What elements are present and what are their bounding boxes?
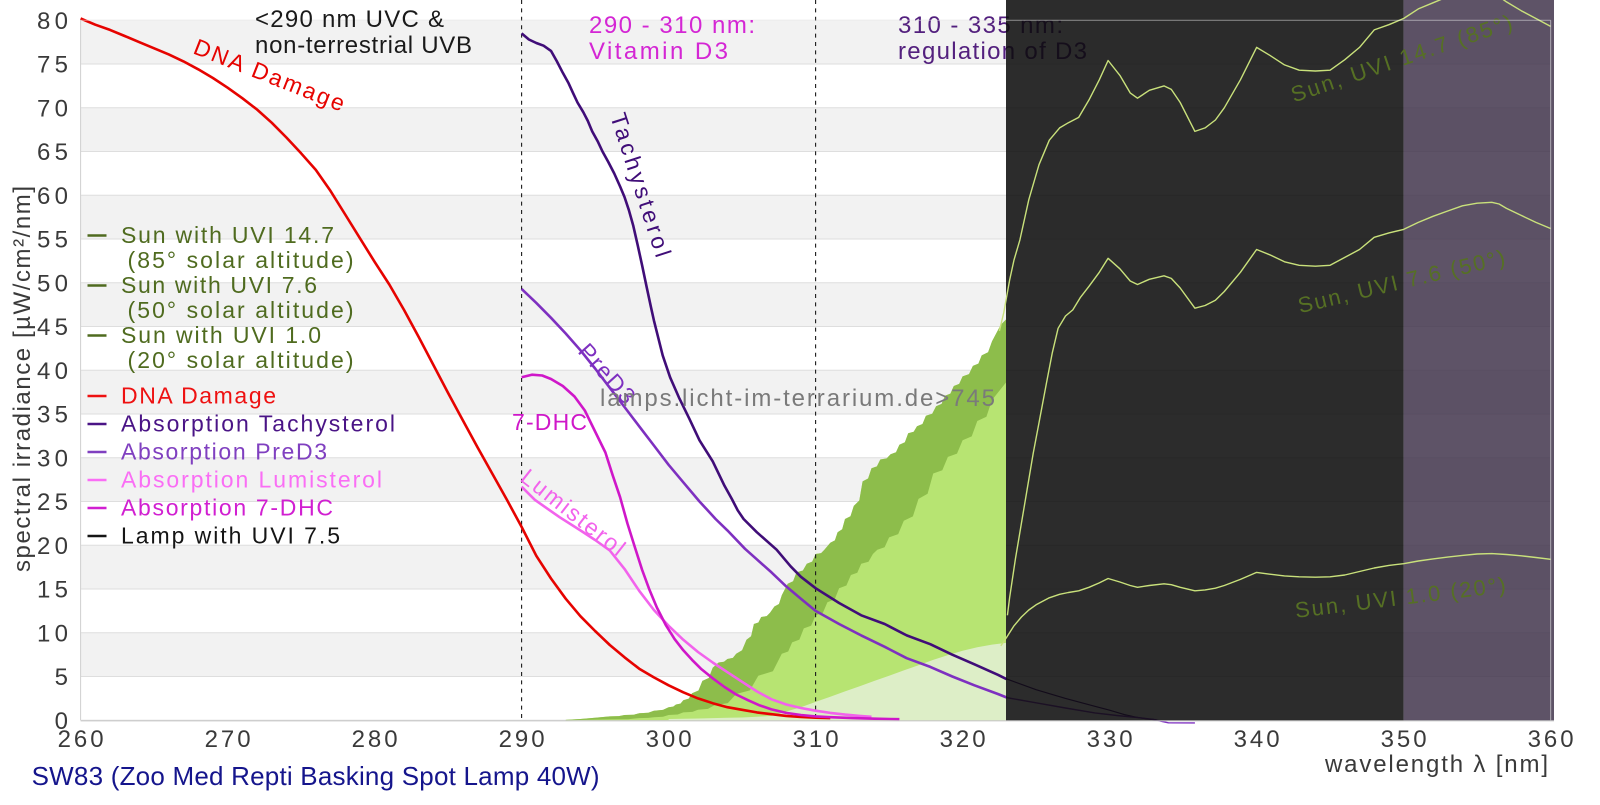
- svg-text:260: 260: [58, 726, 104, 753]
- svg-text:7-DHC: 7-DHC: [512, 409, 587, 435]
- svg-text:350: 350: [1381, 726, 1427, 753]
- svg-text:310: 310: [793, 726, 839, 753]
- svg-text:290 - 310 nm:: 290 - 310 nm:: [589, 12, 755, 39]
- svg-text:DNA Damage: DNA Damage: [121, 383, 276, 409]
- svg-text:Absorption 7-DHC: Absorption 7-DHC: [121, 495, 333, 521]
- svg-text:330: 330: [1087, 726, 1133, 753]
- svg-text:280: 280: [352, 726, 398, 753]
- svg-text:Vitamin D3: Vitamin D3: [589, 38, 728, 65]
- svg-text:non-terrestrial UVB: non-terrestrial UVB: [255, 32, 472, 59]
- svg-text:0: 0: [55, 708, 68, 735]
- svg-text:Sun with UVI 1.0: Sun with UVI 1.0: [121, 322, 321, 348]
- svg-text:360: 360: [1528, 726, 1574, 753]
- svg-text:Sun with UVI 7.6: Sun with UVI 7.6: [121, 272, 317, 298]
- svg-text:290: 290: [499, 726, 545, 753]
- svg-text:<290 nm UVC &: <290 nm UVC &: [255, 6, 444, 33]
- svg-text:300: 300: [646, 726, 692, 753]
- svg-text:340: 340: [1234, 726, 1280, 753]
- svg-text:Lamp with UVI 7.5: Lamp with UVI 7.5: [121, 523, 340, 549]
- svg-text:320: 320: [940, 726, 986, 753]
- svg-text:270: 270: [205, 726, 251, 753]
- svg-text:(20° solar altitude): (20° solar altitude): [128, 347, 354, 373]
- svg-text:spectral irradiance [µW/cm²/nm: spectral irradiance [µW/cm²/nm]: [9, 186, 36, 572]
- svg-text:Absorption Tachysterol: Absorption Tachysterol: [121, 411, 395, 437]
- svg-text:SW83 (Zoo Med Repti Basking Sp: SW83 (Zoo Med Repti Basking Spot Lamp 40…: [32, 761, 600, 791]
- svg-text:lamps.licht-im-terrarium.de>74: lamps.licht-im-terrarium.de>745: [600, 385, 995, 412]
- svg-text:Absorption PreD3: Absorption PreD3: [121, 439, 327, 465]
- svg-text:Absorption Lumisterol: Absorption Lumisterol: [121, 467, 382, 493]
- svg-text:wavelength λ [nm]: wavelength λ [nm]: [1324, 751, 1548, 778]
- svg-text:(85° solar altitude): (85° solar altitude): [128, 247, 354, 273]
- svg-text:Sun with UVI 14.7: Sun with UVI 14.7: [121, 222, 334, 248]
- svg-text:(50° solar altitude): (50° solar altitude): [128, 297, 354, 323]
- svg-text:5: 5: [55, 664, 68, 691]
